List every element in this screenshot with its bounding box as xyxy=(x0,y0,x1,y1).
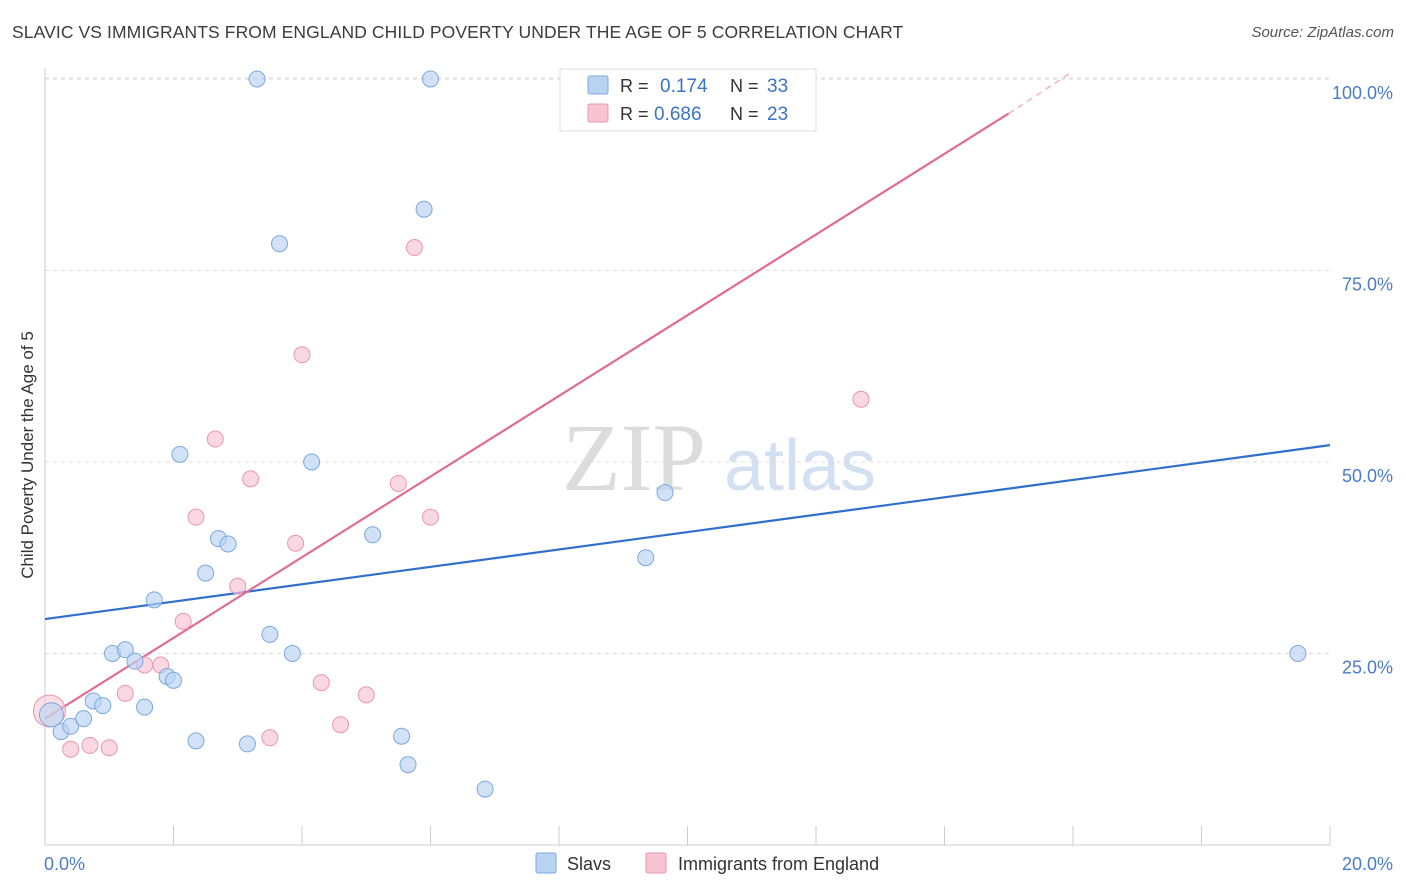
england-point xyxy=(62,740,80,758)
slavs-point xyxy=(399,756,417,774)
england-point xyxy=(206,430,224,448)
slavs-point xyxy=(136,698,154,716)
y-tick-label: 100.0% xyxy=(1332,83,1393,103)
england-point xyxy=(174,612,192,630)
slavs-point xyxy=(271,235,289,253)
legend-slavs-label: Slavs xyxy=(567,854,611,874)
england-trend-extension xyxy=(1008,70,1074,115)
slavs-point xyxy=(248,70,266,88)
england-point xyxy=(229,577,247,595)
england-point xyxy=(332,716,350,734)
england-r-value: 0.686 xyxy=(654,104,702,125)
england-point xyxy=(389,474,407,492)
chart-title: SLAVIC VS IMMIGRANTS FROM ENGLAND CHILD … xyxy=(12,22,904,42)
series-legend: Slavs Immigrants from England xyxy=(535,852,879,874)
y-tick-label: 50.0% xyxy=(1342,466,1393,486)
legend-slavs-swatch xyxy=(535,852,557,874)
england-point xyxy=(81,736,99,754)
trend-lines xyxy=(44,70,1331,720)
slavs-point xyxy=(187,732,205,750)
england-point xyxy=(287,534,305,552)
slavs-point xyxy=(1289,645,1307,662)
slavs-trend-line xyxy=(44,444,1331,621)
slavs-point xyxy=(637,549,655,567)
slavs-point xyxy=(126,652,144,670)
slavs-point-large xyxy=(38,702,64,728)
england-r-label: R = xyxy=(620,104,649,124)
england-swatch xyxy=(587,103,609,123)
slavs-point xyxy=(364,526,382,544)
slavs-point xyxy=(171,445,189,463)
slavs-point xyxy=(283,645,301,662)
england-point xyxy=(312,674,330,692)
england-point xyxy=(852,390,870,408)
slavs-point xyxy=(116,641,134,659)
slavs-swatch xyxy=(587,75,609,95)
gridlines xyxy=(45,77,1330,654)
watermark: ZIP atlas xyxy=(562,404,876,511)
england-trend-line xyxy=(44,112,1010,720)
england-point xyxy=(405,239,423,257)
slavs-point xyxy=(94,697,112,715)
slavs-point xyxy=(261,625,279,643)
watermark-zip: ZIP xyxy=(562,404,706,511)
england-point xyxy=(100,739,118,757)
slavs-point xyxy=(303,453,321,471)
slavs-point xyxy=(62,717,80,735)
watermark-atlas: atlas xyxy=(724,426,876,506)
slavs-point xyxy=(75,710,93,728)
legend-england-swatch xyxy=(645,852,667,874)
england-point xyxy=(116,684,134,702)
england-point xyxy=(293,346,311,364)
slavs-point xyxy=(656,484,674,502)
slavs-n-value: 33 xyxy=(767,76,788,97)
slavs-point xyxy=(145,591,163,609)
y-tick-label: 25.0% xyxy=(1342,658,1393,678)
axes: 25.0% 50.0% 75.0% 100.0% 0.0% 20.0% xyxy=(44,68,1393,874)
slavs-n-label: N = xyxy=(730,76,759,96)
data-points xyxy=(32,70,1307,798)
x-tick-label: 0.0% xyxy=(44,854,85,874)
england-point xyxy=(357,686,375,704)
england-point xyxy=(422,508,439,526)
slavs-r-label: R = xyxy=(620,76,649,96)
slavs-point xyxy=(393,727,411,745)
slavs-point xyxy=(165,671,182,689)
slavs-point xyxy=(422,70,439,88)
england-point xyxy=(242,470,260,488)
england-point xyxy=(261,729,279,747)
slavs-point xyxy=(219,535,237,553)
england-n-value: 23 xyxy=(767,104,788,125)
slavs-point xyxy=(197,564,215,582)
source-label: Source: ZipAtlas.com xyxy=(1251,24,1394,41)
y-tick-label: 75.0% xyxy=(1342,275,1393,295)
england-n-label: N = xyxy=(730,104,759,124)
england-point xyxy=(187,508,205,526)
slavs-r-value: 0.174 xyxy=(660,76,708,97)
x-tick-label: 20.0% xyxy=(1342,854,1393,874)
stats-legend: R = 0.174 N = 33 R = 0.686 N = 23 xyxy=(559,68,817,132)
slavs-point xyxy=(415,200,433,218)
slavs-point xyxy=(476,780,494,798)
slavs-point xyxy=(238,735,256,753)
legend-england-label: Immigrants from England xyxy=(678,854,879,874)
